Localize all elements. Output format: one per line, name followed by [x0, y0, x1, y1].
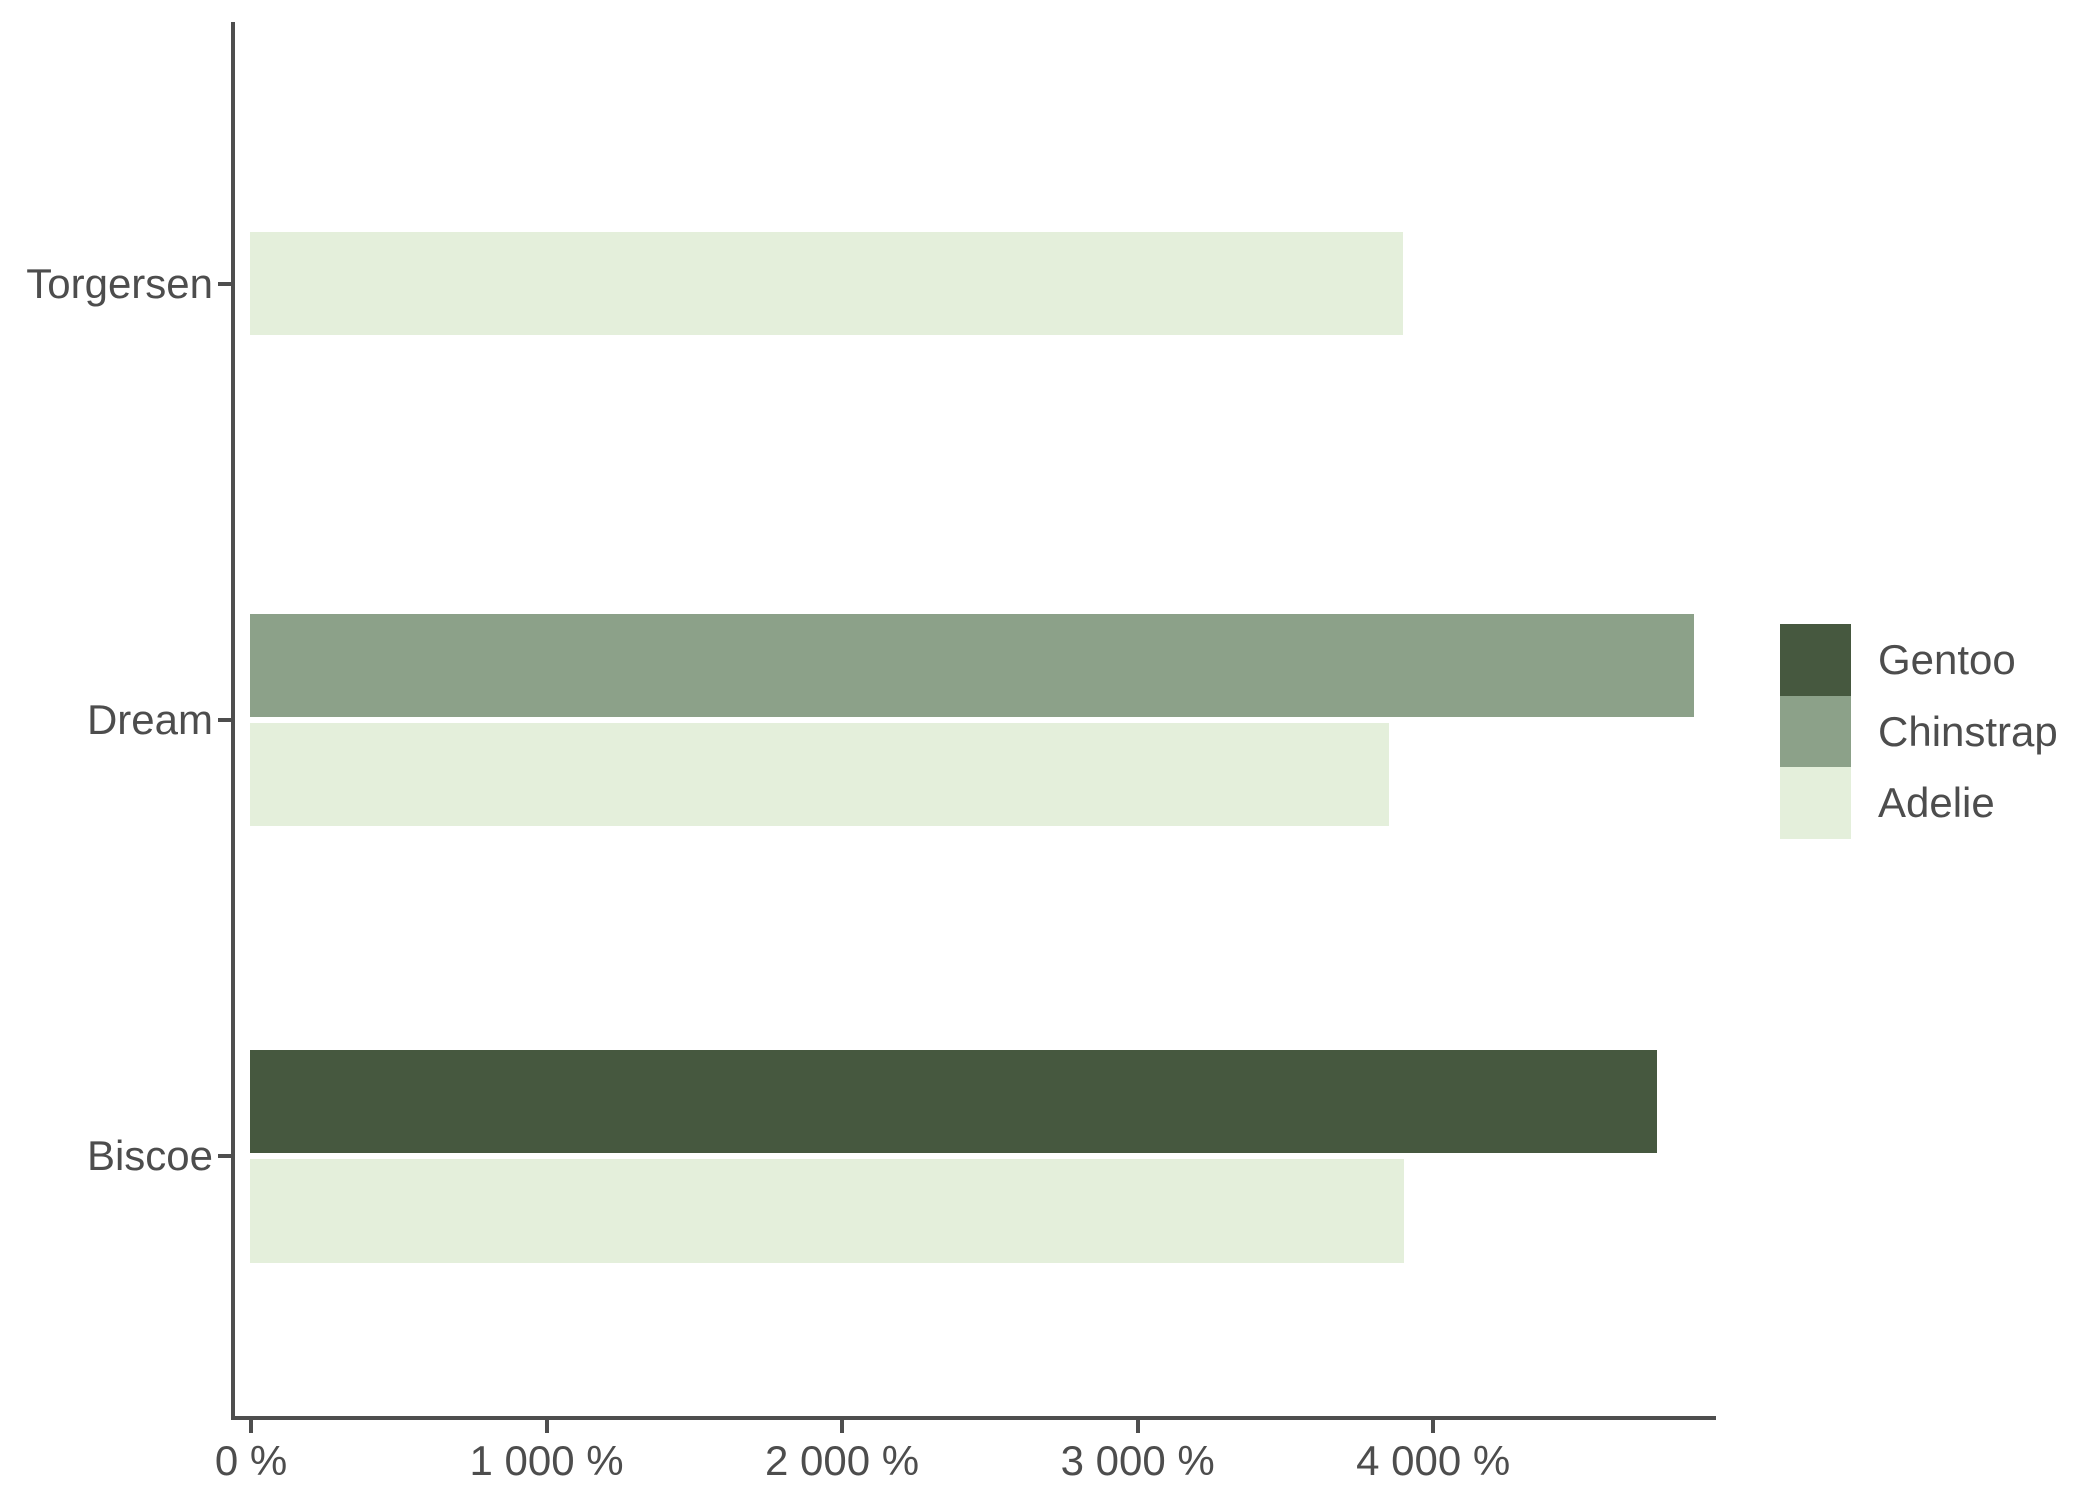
y-tick-biscoe — [218, 1154, 231, 1159]
y-axis-label-torgersen: Torgersen — [26, 259, 213, 307]
x-tick-label-0: 0 % — [214, 1437, 288, 1484]
bar-dream-adelie — [250, 723, 1390, 827]
legend-swatch-adelie — [1780, 767, 1851, 840]
x-tick-3000 — [1135, 1420, 1140, 1433]
y-axis-label-dream: Dream — [86, 696, 213, 743]
x-axis-line — [231, 1416, 1716, 1420]
x-tick-0 — [249, 1420, 253, 1433]
y-axis-line — [231, 22, 235, 1420]
x-tick-label-4000: 4 000 % — [1356, 1437, 1511, 1484]
x-tick-4000 — [1431, 1420, 1436, 1433]
legend-swatch-gentoo — [1780, 624, 1851, 696]
x-tick-label-2000: 2 000 % — [765, 1437, 920, 1484]
legend: Gentoo Chinstrap Adelie — [1780, 624, 2100, 840]
bar-dream-chinstrap — [250, 613, 1694, 717]
legend-label-chinstrap: Chinstrap — [1878, 707, 2058, 755]
legend-label-adelie: Adelie — [1878, 779, 1995, 827]
bar-torgersen-adelie — [250, 232, 1403, 336]
y-axis-label-biscoe: Biscoe — [86, 1132, 213, 1180]
x-tick-label-1000: 1 000 % — [469, 1437, 624, 1484]
x-tick-1000 — [544, 1420, 549, 1433]
x-tick-2000 — [840, 1420, 845, 1433]
bar-biscoe-adelie — [250, 1159, 1405, 1263]
y-tick-torgersen — [218, 281, 231, 286]
bar-biscoe-gentoo — [250, 1049, 1657, 1154]
x-tick-label-3000: 3 000 % — [1060, 1437, 1215, 1484]
legend-swatch-chinstrap — [1780, 695, 1851, 768]
legend-label-gentoo: Gentoo — [1878, 635, 2016, 683]
y-tick-dream — [218, 718, 231, 722]
